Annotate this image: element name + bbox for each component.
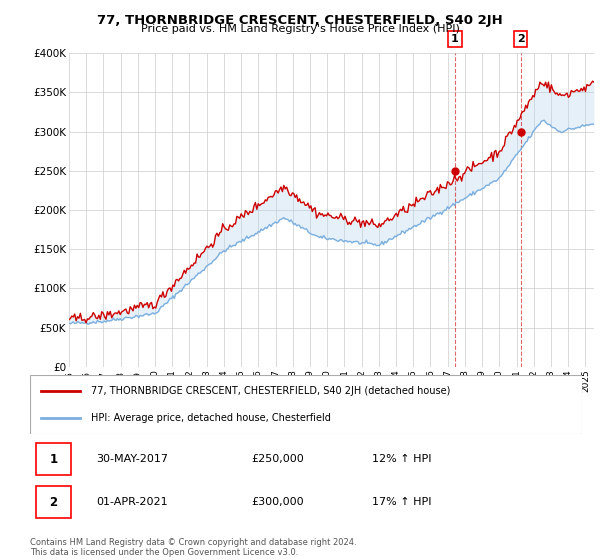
Text: 77, THORNBRIDGE CRESCENT, CHESTERFIELD, S40 2JH (detached house): 77, THORNBRIDGE CRESCENT, CHESTERFIELD, … [91, 386, 450, 396]
Text: Contains HM Land Registry data © Crown copyright and database right 2024.
This d: Contains HM Land Registry data © Crown c… [30, 538, 356, 557]
Text: 01-APR-2021: 01-APR-2021 [96, 497, 168, 507]
Text: 30-MAY-2017: 30-MAY-2017 [96, 454, 168, 464]
FancyBboxPatch shape [35, 486, 71, 519]
Text: 1: 1 [451, 34, 459, 44]
Text: 2: 2 [517, 34, 525, 44]
Text: Price paid vs. HM Land Registry's House Price Index (HPI): Price paid vs. HM Land Registry's House … [140, 24, 460, 34]
FancyBboxPatch shape [30, 375, 582, 434]
Text: 77, THORNBRIDGE CRESCENT, CHESTERFIELD, S40 2JH: 77, THORNBRIDGE CRESCENT, CHESTERFIELD, … [97, 14, 503, 27]
Text: 1: 1 [49, 453, 58, 466]
Text: £250,000: £250,000 [251, 454, 304, 464]
Text: 2: 2 [49, 496, 58, 509]
Text: HPI: Average price, detached house, Chesterfield: HPI: Average price, detached house, Ches… [91, 413, 331, 423]
Text: 12% ↑ HPI: 12% ↑ HPI [372, 454, 432, 464]
FancyBboxPatch shape [35, 443, 71, 475]
Text: 17% ↑ HPI: 17% ↑ HPI [372, 497, 432, 507]
Text: £300,000: £300,000 [251, 497, 304, 507]
